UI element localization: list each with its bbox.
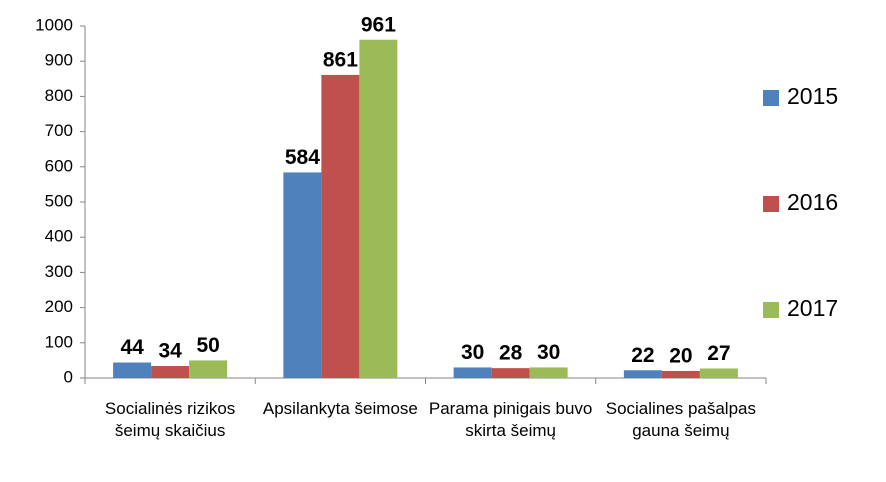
bar <box>699 368 738 378</box>
data-label: 30 <box>461 341 484 364</box>
y-tick-label: 0 <box>64 367 73 386</box>
legend-label: 2016 <box>787 189 838 215</box>
bar <box>113 362 152 378</box>
data-label: 50 <box>196 334 219 357</box>
bar <box>359 39 398 379</box>
data-label: 28 <box>499 342 523 365</box>
bar <box>151 366 190 378</box>
bar <box>661 370 700 378</box>
x-tick-label: Apsilankyta šeimose <box>262 399 418 418</box>
bar <box>623 370 662 378</box>
bar <box>529 367 568 378</box>
y-tick-label: 700 <box>45 121 73 140</box>
y-tick-label: 200 <box>45 297 73 316</box>
data-label: 584 <box>285 146 320 169</box>
data-label: 34 <box>158 340 182 363</box>
y-tick-label: 500 <box>45 191 73 210</box>
data-label: 961 <box>361 13 396 36</box>
y-tick-label: 400 <box>45 227 73 246</box>
y-tick-label: 100 <box>45 332 73 351</box>
y-tick-label: 300 <box>45 262 73 281</box>
bar <box>453 367 492 378</box>
y-tick-label: 900 <box>45 51 73 70</box>
x-tick-label: Socialinės rizikos šeimų skaičius <box>104 399 236 440</box>
x-tick-label: Socialines pašalpas gauna šeimų <box>605 399 756 440</box>
y-tick-label: 1000 <box>35 15 73 34</box>
x-tick-label: Parama pinigais buvo skirta šeimų <box>428 399 593 440</box>
legend-swatch <box>763 302 779 318</box>
bar <box>491 368 530 378</box>
data-label: 20 <box>669 345 692 368</box>
data-label: 861 <box>323 48 358 71</box>
y-tick-label: 600 <box>45 156 73 175</box>
y-tick-label: 800 <box>45 86 73 105</box>
bar <box>321 74 360 378</box>
legend-swatch <box>763 196 779 212</box>
bar <box>283 172 322 378</box>
data-label: 22 <box>631 344 654 367</box>
bar <box>189 360 228 378</box>
legend-label: 2015 <box>787 83 838 109</box>
data-label: 30 <box>537 341 560 364</box>
data-label: 44 <box>120 336 144 359</box>
legend-label: 2017 <box>787 295 838 321</box>
data-label: 27 <box>707 342 730 365</box>
legend-swatch <box>763 90 779 106</box>
